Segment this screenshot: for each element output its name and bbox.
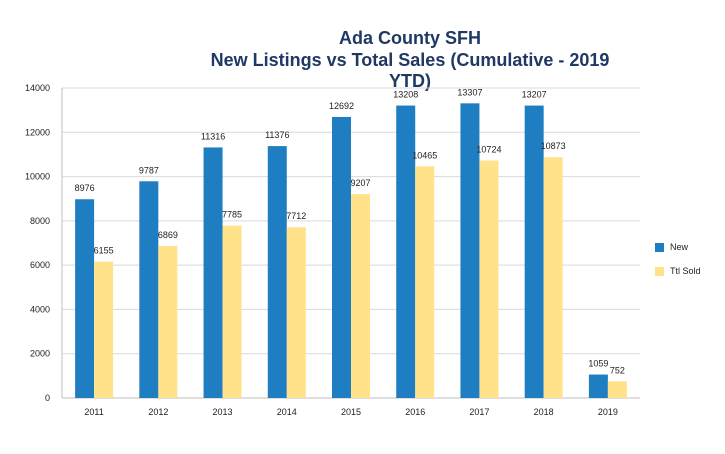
bar-ttl-sold <box>158 245 178 398</box>
data-label-new: 11316 <box>201 131 225 141</box>
chart-title: Ada County SFH <box>339 28 481 48</box>
data-label-ttl-sold: 10873 <box>541 141 566 151</box>
bar-ttl-sold <box>222 225 242 398</box>
bar-ttl-sold <box>543 157 563 398</box>
data-label-ttl-sold: 7785 <box>222 210 242 220</box>
data-label-new: 9787 <box>139 165 159 175</box>
data-label-ttl-sold: 6155 <box>94 246 114 256</box>
bar-new <box>203 147 223 398</box>
y-tick-label: 4000 <box>30 304 50 314</box>
y-tick-label: 10000 <box>25 172 50 182</box>
data-label-ttl-sold: 752 <box>610 365 625 375</box>
bar-new <box>267 146 287 398</box>
legend-label-new: New <box>670 242 689 252</box>
bar-new <box>524 105 544 398</box>
y-tick-label: 6000 <box>30 260 50 270</box>
y-tick-label: 14000 <box>25 83 50 93</box>
data-label-ttl-sold: 9207 <box>350 178 370 188</box>
x-tick-label: 2011 <box>84 407 103 417</box>
bar-new <box>332 116 351 398</box>
legend-label-ttl-sold: Ttl Sold <box>670 266 701 276</box>
data-label-new: 13307 <box>457 87 482 97</box>
legend-swatch-ttl-sold <box>655 266 664 276</box>
x-tick-label: 2019 <box>598 407 618 417</box>
data-label-new: 12692 <box>329 101 354 111</box>
data-label-ttl-sold: 6869 <box>158 230 178 240</box>
bar-new <box>75 199 95 398</box>
x-tick-label: 2012 <box>148 407 168 417</box>
y-tick-label: 12000 <box>25 127 50 137</box>
chart-subtitle: New Listings vs Total Sales (Cumulative … <box>210 50 610 91</box>
bar-ttl-sold <box>94 261 114 398</box>
bar-ttl-sold <box>286 227 306 398</box>
data-label-new: 11376 <box>265 130 289 140</box>
bar-ttl-sold <box>607 381 627 398</box>
data-label-new: 8976 <box>75 183 95 193</box>
bar-new <box>588 374 608 398</box>
data-label-new: 1059 <box>588 359 608 369</box>
x-tick-label: 2015 <box>341 407 361 417</box>
x-tick-label: 2018 <box>534 407 554 417</box>
bar-new <box>139 181 159 398</box>
data-label-ttl-sold: 10465 <box>412 150 437 160</box>
bar-new <box>460 103 480 398</box>
y-tick-label: 8000 <box>30 216 50 226</box>
y-tick-label: 2000 <box>30 349 50 359</box>
data-label-ttl-sold: 7712 <box>286 211 306 221</box>
y-tick-label: 0 <box>45 393 50 403</box>
data-label-new: 13208 <box>393 90 418 100</box>
legend-item-ttl-sold: Ttl Sold <box>655 266 701 276</box>
bar-ttl-sold <box>415 166 435 398</box>
x-tick-label: 2016 <box>405 407 425 417</box>
bar-ttl-sold <box>351 194 370 398</box>
data-label-new: 13207 <box>522 90 547 100</box>
data-label-ttl-sold: 10724 <box>476 145 501 155</box>
bar-new <box>396 105 416 398</box>
x-tick-label: 2014 <box>277 407 297 417</box>
bar-ttl-sold <box>479 160 499 398</box>
x-tick-label: 2013 <box>213 407 233 417</box>
legend-item-new: New <box>655 242 688 252</box>
legend-swatch-new <box>655 242 664 252</box>
x-tick-label: 2017 <box>469 407 489 417</box>
